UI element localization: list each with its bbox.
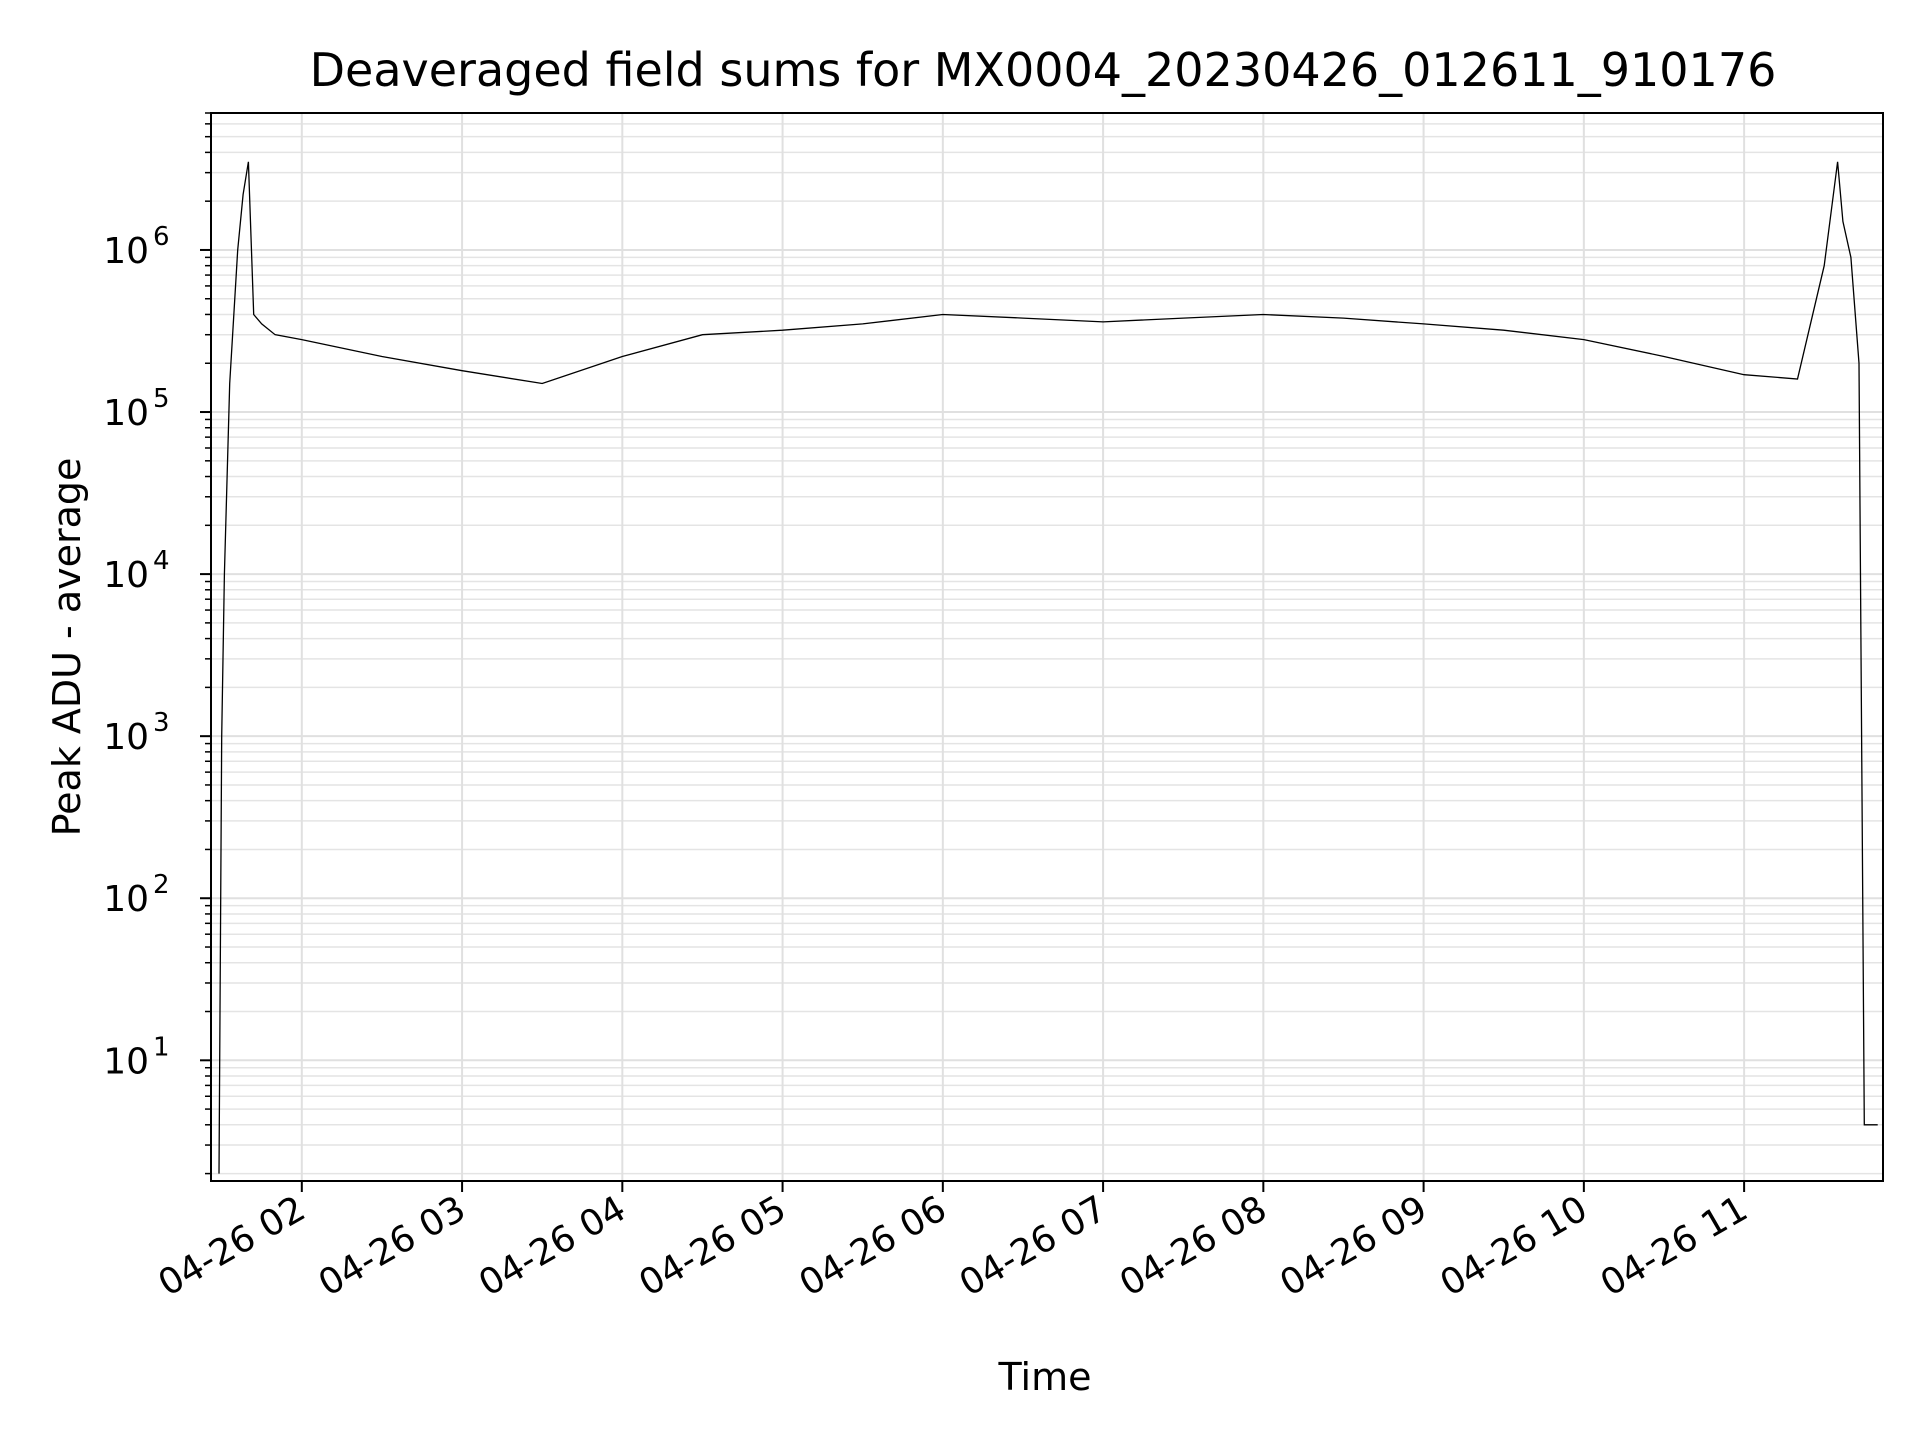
y-tick-label: 10 — [103, 879, 149, 920]
y-tick-label: 10 — [103, 393, 149, 434]
y-tick-exponent: 3 — [153, 708, 170, 738]
y-tick-label: 10 — [103, 1041, 149, 1082]
x-axis-label: Time — [998, 1355, 1092, 1399]
y-tick-exponent: 4 — [153, 546, 170, 576]
y-tick-label: 10 — [103, 555, 149, 596]
y-tick-exponent: 2 — [153, 870, 170, 900]
y-tick-exponent: 1 — [153, 1032, 170, 1062]
plot-frame — [210, 112, 1884, 1182]
grid — [211, 112, 1883, 1181]
y-tick-label: 10 — [103, 231, 149, 272]
y-axis-label: Peak ADU - average — [45, 458, 89, 837]
series-line — [218, 161, 1878, 1174]
y-tick-exponent: 5 — [153, 384, 170, 414]
chart-title: Deaveraged field sums for MX0004_2023042… — [310, 43, 1777, 97]
y-tick-exponent: 6 — [153, 222, 170, 252]
y-tick-label: 10 — [103, 717, 149, 758]
